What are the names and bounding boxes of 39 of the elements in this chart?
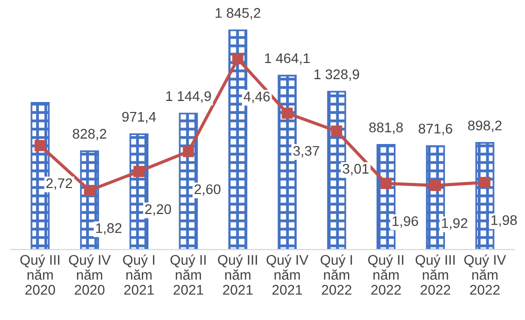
data-label: 1,98 <box>491 215 517 227</box>
data-label: 1 144,9 <box>166 91 211 103</box>
data-label: 1,92 <box>442 218 468 230</box>
data-label: 971,4 <box>122 112 156 124</box>
data-label: 3,37 <box>293 146 320 158</box>
point <box>331 126 342 137</box>
x-tick-label: Quý III năm 2021 <box>218 254 257 295</box>
data-label: 881,8 <box>369 122 403 134</box>
data-label: 3,01 <box>342 164 369 176</box>
point <box>380 178 392 189</box>
x-tick-label: Quý IV năm 2020 <box>68 254 111 295</box>
data-label: 1 845,2 <box>216 8 260 20</box>
point <box>282 108 293 119</box>
data-label: 1,82 <box>96 223 122 235</box>
data-label: 871,6 <box>418 124 452 136</box>
point <box>182 146 194 158</box>
x-tick-label: Quý I năm 2022 <box>320 254 352 295</box>
point <box>133 166 145 178</box>
data-label: 898,2 <box>468 120 502 132</box>
point <box>430 180 441 191</box>
point <box>479 176 490 188</box>
data-label: 828,2 <box>72 128 106 140</box>
x-tick-label: Quý II năm 2021 <box>170 254 206 295</box>
x-tick-label: Quý IV năm 2022 <box>464 254 506 295</box>
data-label: 1 328,9 <box>314 69 360 81</box>
x-tick-label: Quý III năm 2022 <box>416 254 455 295</box>
data-label: 2,72 <box>46 178 72 190</box>
data-label: 2,20 <box>145 204 172 216</box>
x-tick-label: Quý IV năm 2021 <box>266 254 308 295</box>
data-label: 1,96 <box>392 216 418 228</box>
x-tick-label: Quý II năm 2022 <box>368 254 404 295</box>
data-label: 4,46 <box>244 92 270 104</box>
data-label: 2,60 <box>194 184 220 196</box>
point <box>84 184 96 196</box>
x-tick-label: Quý I năm 2021 <box>123 254 154 295</box>
point <box>34 140 46 152</box>
data-label: 1 464,1 <box>265 53 310 65</box>
x-tick-label: Quý III năm 2020 <box>20 254 60 295</box>
point <box>232 53 244 64</box>
